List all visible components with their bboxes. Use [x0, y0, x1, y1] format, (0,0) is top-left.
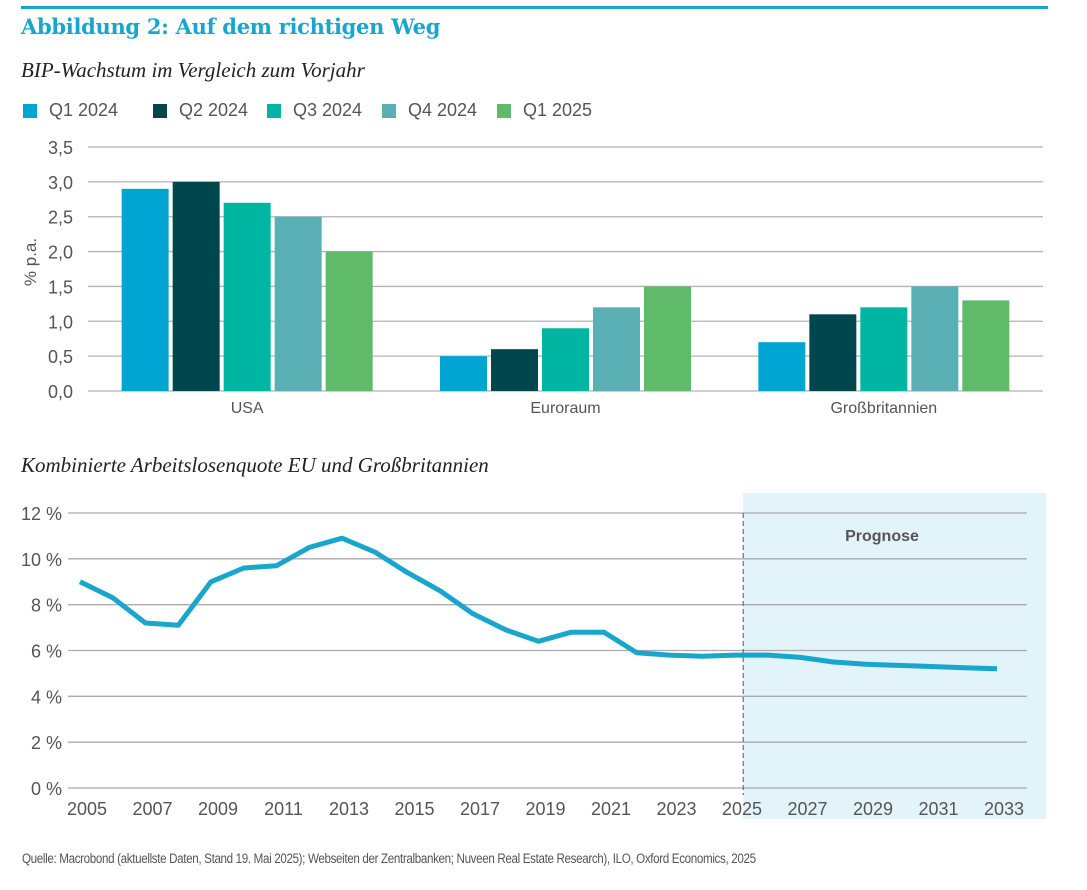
forecast-label: Prognose [845, 528, 919, 545]
x-tick-label: 2013 [329, 799, 369, 819]
legend-item-q4-2024: Q4 2024 [382, 100, 477, 121]
legend-swatch [497, 103, 511, 118]
y-tick-label: 2,5 [48, 208, 73, 228]
data-line [78, 535, 998, 672]
y-tick-label: 1,5 [48, 277, 73, 297]
x-tick-label: 2025 [722, 799, 762, 819]
y-tick-label: 2,0 [48, 243, 73, 263]
bar [325, 251, 373, 391]
x-tick-label: 2017 [460, 799, 500, 819]
gdp-bar-chart: 0,0 0,5 1,0 1,5 2,0 2,5 3,0 3,5 % p.a. USA Eurorau… [21, 138, 1043, 417]
legend-swatch [153, 103, 167, 118]
y-axis-label: % p.a. [21, 238, 40, 286]
x-tick-label: 2015 [394, 799, 434, 819]
figure-title: Abbildung 2: Auf dem richtigen Weg [21, 14, 441, 39]
y-tick-label: 3,0 [48, 173, 73, 193]
bar [121, 188, 169, 391]
legend-swatch [23, 103, 37, 118]
legend-item-q3-2024: Q3 2024 [267, 100, 362, 121]
x-tick-label: 2019 [525, 799, 565, 819]
bar [542, 328, 589, 391]
legend-swatch [267, 103, 281, 118]
unemployment-line-chart: 0 % 2 % 4 % 6 % 8 % 10 % 12 % Prognose 2005 2007 2… [21, 493, 1046, 819]
y-tick-label: 8 % [31, 596, 62, 616]
legend-swatch [382, 103, 396, 118]
x-category-label: USA [231, 400, 264, 417]
x-tick-label: 2011 [264, 799, 303, 819]
bar [223, 202, 271, 391]
bar [491, 349, 538, 391]
legend-item-q1-2024: Q1 2024 [23, 100, 118, 121]
x-category-label: Großbritannien [830, 400, 937, 417]
x-tick-label: 2007 [132, 799, 172, 819]
top-rule [21, 6, 1048, 9]
bar [860, 307, 908, 391]
bar [172, 181, 220, 391]
x-tick-label: 2023 [656, 799, 696, 819]
y-tick-label: 0,5 [48, 347, 73, 367]
legend-item-q1-2025: Q1 2025 [497, 100, 592, 121]
y-tick-label: 6 % [31, 642, 62, 662]
x-tick-label: 2005 [67, 799, 107, 819]
x-tick-label: 2021 [591, 799, 631, 819]
legend-label: Q4 2024 [408, 100, 478, 120]
y-tick-label: 4 % [31, 687, 62, 707]
x-category-label: Euroraum [530, 400, 600, 417]
source-note: Quelle: Macrobond (aktuellste Daten, Sta… [22, 851, 756, 866]
y-tick-label: 2 % [31, 733, 62, 753]
y-tick-label: 0,0 [48, 382, 73, 402]
x-tick-label: 2029 [853, 799, 893, 819]
x-tick-label: 2027 [787, 799, 827, 819]
x-tick-label: 2009 [198, 799, 238, 819]
legend-label: Q1 2025 [523, 100, 593, 120]
bar [274, 216, 322, 391]
y-tick-label: 1,0 [48, 312, 73, 332]
legend-label: Q3 2024 [293, 100, 363, 120]
bar [809, 314, 857, 391]
y-tick-label: 10 % [21, 550, 62, 570]
bar [911, 286, 959, 391]
bar [644, 286, 691, 391]
bar [758, 342, 806, 391]
legend-label: Q2 2024 [179, 100, 249, 120]
x-tick-label: 2033 [984, 799, 1024, 819]
unemployment-chart-title: Kombinierte Arbeitslosenquote EU und Gro… [21, 453, 489, 477]
y-tick-label: 3,5 [48, 138, 73, 158]
gdp-chart-title: BIP-Wachstum im Vergleich zum Vorjahr [21, 58, 365, 82]
x-tick-label: 2031 [918, 799, 958, 819]
y-tick-label: 12 % [21, 504, 62, 524]
bar [593, 307, 640, 391]
legend-item-q2-2024: Q2 2024 [153, 100, 248, 121]
legend-label: Q1 2024 [49, 100, 119, 120]
y-tick-label: 0 % [31, 779, 62, 799]
bar [440, 356, 487, 391]
bar [962, 300, 1010, 391]
